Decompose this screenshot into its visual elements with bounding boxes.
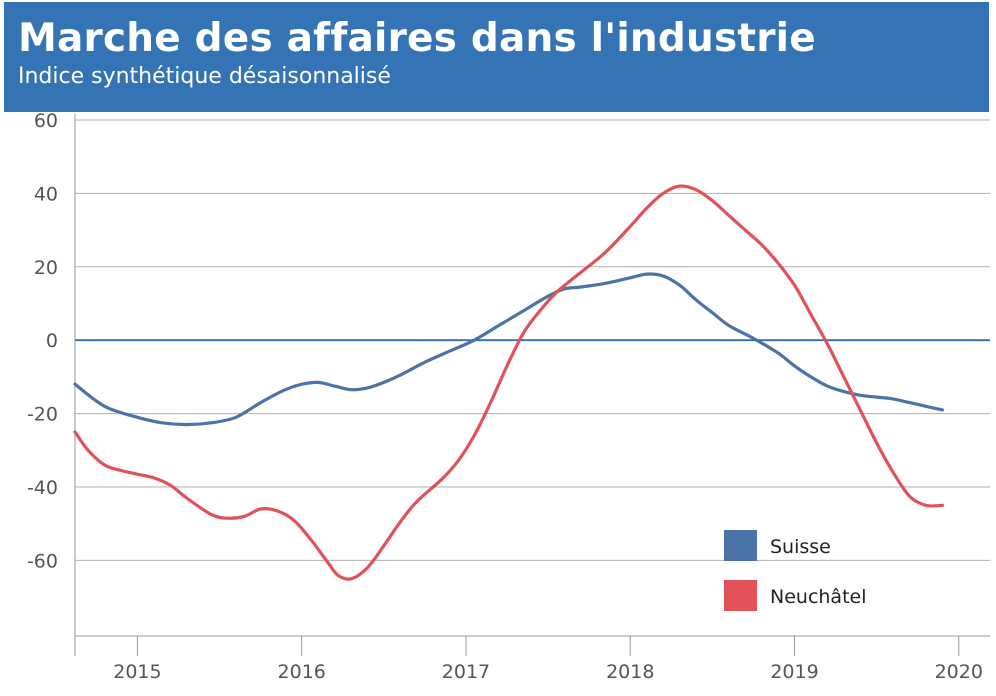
legend-label-neuchatel: Neuchâtel [770,586,867,608]
x-tick-label: 2018 [606,661,654,683]
y-tick-label: 0 [46,330,58,352]
x-tick-label: 2017 [442,661,490,683]
series-line-suisse [73,272,944,427]
legend-label-suisse: Suisse [770,536,831,558]
legend-swatch-neuchatel [724,580,757,611]
series-line-neuchatel [73,184,944,581]
y-tick-label: 20 [34,257,58,279]
y-tick-label: 60 [34,110,58,132]
x-tick-label: 2020 [935,661,983,683]
series-lines [73,184,944,581]
y-tick-label: -20 [27,404,58,426]
chart-header: Marche des affaires dans l'industrie Ind… [4,2,989,112]
x-tick-label: 2015 [113,661,161,683]
x-tick-label: 2016 [278,661,326,683]
axes: 60 40 20 0 -20 -40 -60 2015 2016 2017 2018 2019 2020 [27,110,990,683]
chart-title: Marche des affaires dans l'industrie [18,16,816,61]
y-tick-label: -40 [27,477,58,499]
x-tick-label: 2019 [770,661,818,683]
legend-swatch-suisse [724,530,757,561]
chart-subtitle: Indice synthétique désaisonnalisé [18,64,391,89]
y-tick-label: 40 [34,183,58,205]
y-tick-label: -60 [27,550,58,572]
legend: Suisse Neuchâtel [724,530,867,611]
grid-lines [75,119,990,561]
